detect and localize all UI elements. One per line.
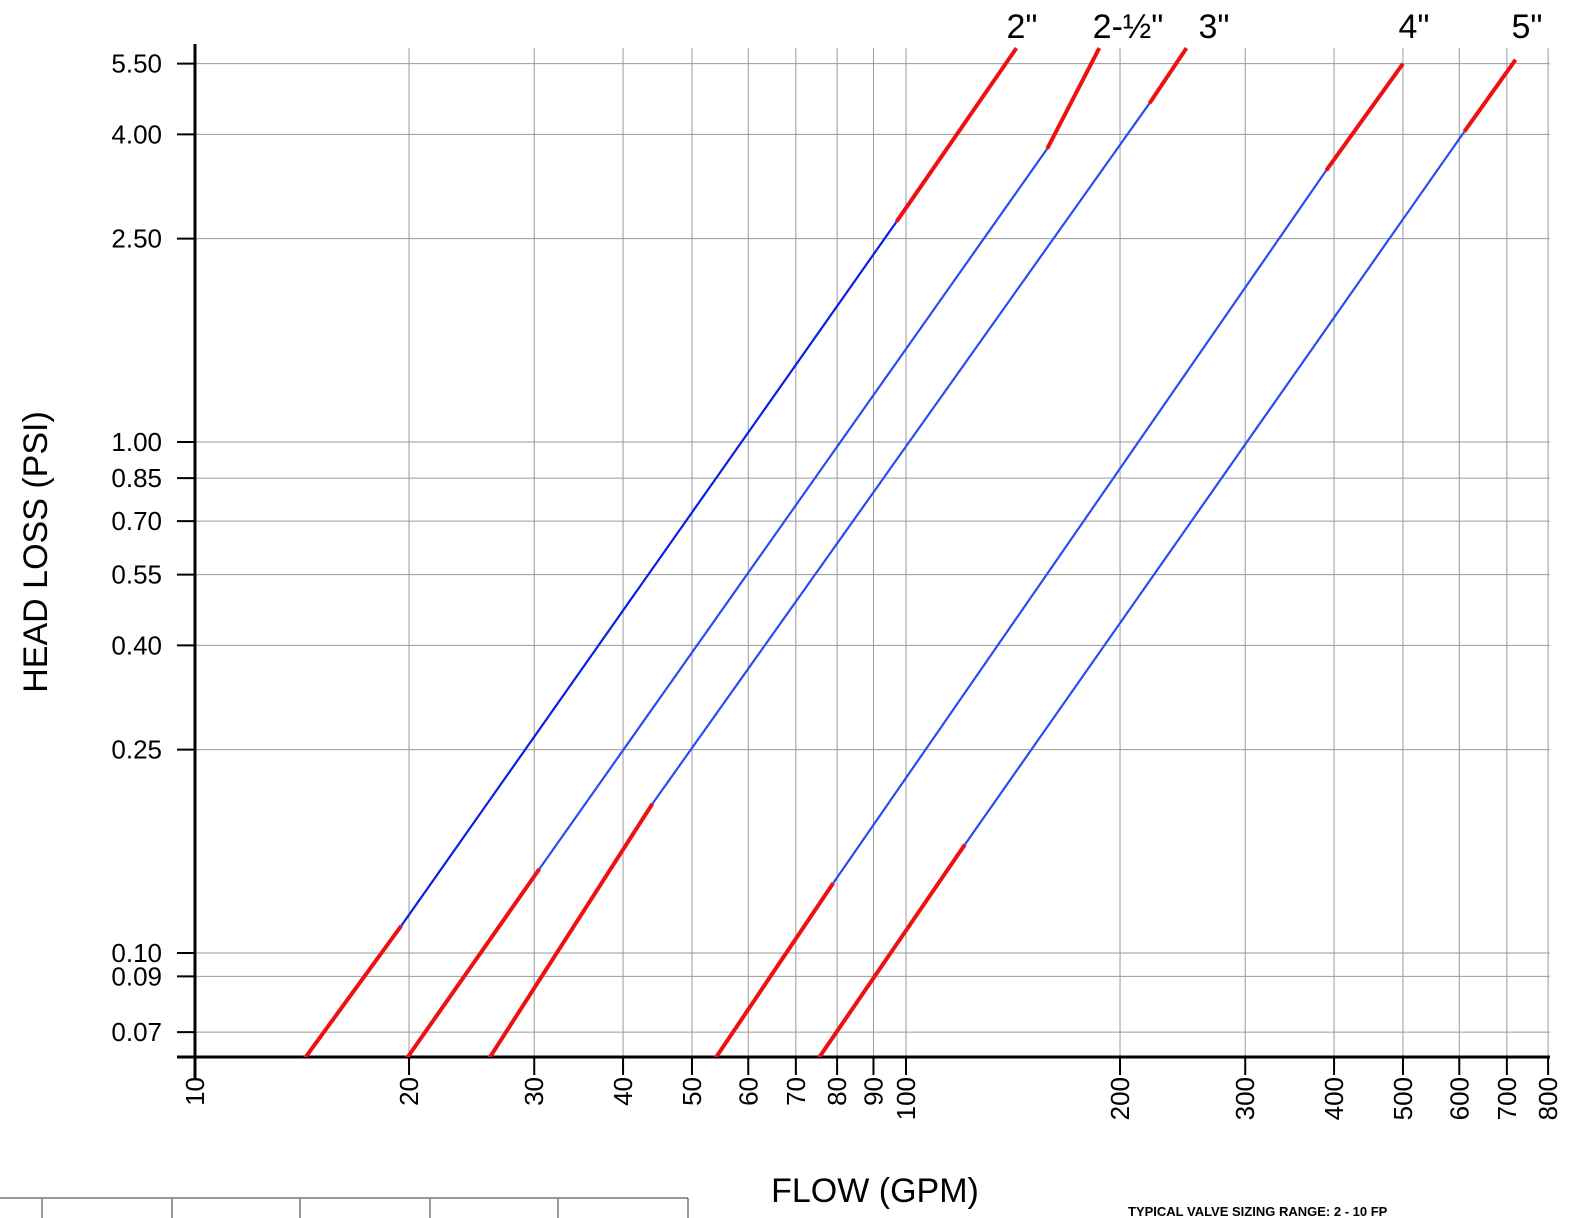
y-tick-label: 0.70 <box>111 506 162 536</box>
series-segment-in-range <box>538 148 1049 870</box>
y-tick-label: 0.09 <box>111 961 162 991</box>
x-tick-label: 500 <box>1388 1077 1418 1120</box>
x-tick-label: 20 <box>394 1077 424 1106</box>
y-tick-label: 0.40 <box>111 630 162 660</box>
x-tick-label: 10 <box>180 1077 210 1106</box>
x-tick-label: 70 <box>781 1077 811 1106</box>
series-segment-above-range <box>1462 58 1518 133</box>
series-line <box>713 62 1405 1057</box>
x-tick-label: 50 <box>677 1077 707 1106</box>
grid-layer <box>195 48 1550 1057</box>
pipe-size-label: 2" <box>1007 8 1038 46</box>
y-tick-label: 0.10 <box>111 938 162 968</box>
series-segment-above-range <box>1147 46 1189 105</box>
axis-layer: 10 20 30 40 50 60 70 80 90 100 200 300 400 500 600 700 8… <box>111 44 1563 1120</box>
series-segment-in-range <box>963 130 1466 846</box>
x-tick-label: 600 <box>1444 1077 1474 1120</box>
y-tick-label: 0.07 <box>111 1017 162 1047</box>
y-tick-label: 0.25 <box>111 735 162 765</box>
y-axis-title: HEAD LOSS (PSI) <box>17 411 55 693</box>
series-layer <box>303 46 1518 1057</box>
series-segment-in-range <box>400 220 898 927</box>
x-tick-label: 700 <box>1492 1077 1522 1120</box>
y-tick-label: 1.00 <box>111 427 162 457</box>
series-segment-below-range <box>487 802 655 1057</box>
y-tick-label: 0.85 <box>111 463 162 493</box>
x-tick-label: 100 <box>891 1077 921 1120</box>
series-line <box>405 47 1102 1057</box>
x-tick-label: 60 <box>733 1077 763 1106</box>
y-tick-label: 2.50 <box>111 224 162 254</box>
pipe-size-label: 5" <box>1512 8 1543 46</box>
y-tick-label: 5.50 <box>111 49 162 79</box>
x-tick-label: 30 <box>519 1077 549 1106</box>
x-axis-title: FLOW (GPM) <box>771 1172 979 1210</box>
series-segment-in-range <box>832 169 1328 884</box>
label-layer: FLOW (GPM) HEAD LOSS (PSI) TYPICAL VALVE… <box>17 8 1542 1218</box>
series-segment-above-range <box>1045 47 1102 150</box>
series-line <box>487 46 1189 1057</box>
series-line <box>817 58 1518 1057</box>
series-segment-above-range <box>1324 62 1405 172</box>
y-tick-label: 0.55 <box>111 560 162 590</box>
x-tick-label: 300 <box>1230 1077 1260 1120</box>
pipe-size-label: 4" <box>1399 8 1430 46</box>
series-segment-below-range <box>303 924 403 1057</box>
series-segment-in-range <box>651 102 1151 805</box>
x-tick-label: 80 <box>822 1077 852 1106</box>
x-tick-label: 90 <box>858 1077 888 1106</box>
series-line <box>303 46 1019 1057</box>
pipe-size-label: 3" <box>1199 8 1230 46</box>
x-tick-label: 200 <box>1105 1077 1135 1120</box>
x-tick-label: 40 <box>608 1077 638 1106</box>
series-segment-below-range <box>405 867 541 1057</box>
series-segment-above-range <box>894 46 1019 223</box>
series-segment-below-range <box>817 843 967 1057</box>
x-tick-label: 400 <box>1319 1077 1349 1120</box>
pipe-size-label: 2-½" <box>1093 8 1164 46</box>
y-tick-label: 4.00 <box>111 119 162 149</box>
table-stub <box>0 1197 689 1218</box>
series-segment-below-range <box>713 882 835 1057</box>
x-tick-label: 800 <box>1533 1077 1563 1120</box>
sizing-range-note: TYPICAL VALVE SIZING RANGE: 2 - 10 FP <box>1128 1204 1388 1218</box>
